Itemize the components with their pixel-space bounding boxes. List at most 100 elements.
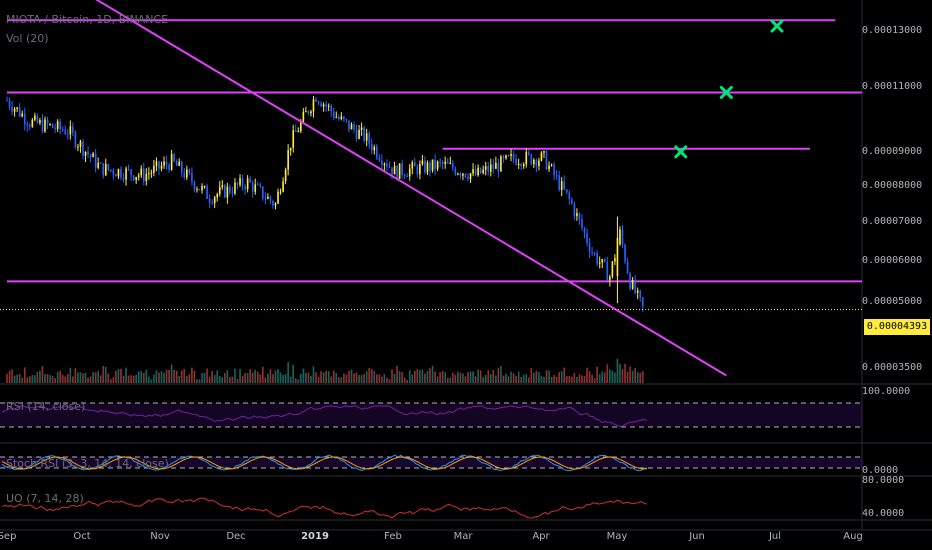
volume-bar [168, 370, 170, 383]
candle-body [104, 164, 107, 176]
candle-body [51, 124, 54, 128]
volume-bar [272, 374, 274, 383]
volume-bar [398, 371, 401, 383]
volume-bar [224, 373, 226, 383]
candle-body [160, 165, 163, 169]
candle-body [558, 175, 561, 190]
volume-bar [583, 376, 586, 383]
candle-body [416, 166, 419, 175]
candle-body [530, 154, 533, 165]
candle-body [297, 131, 300, 133]
candle-body [130, 169, 132, 176]
candle-body [264, 198, 267, 200]
candle-body [56, 121, 59, 129]
candle-body [224, 185, 226, 198]
candle-body [127, 168, 130, 170]
volume-bar [305, 372, 307, 383]
candle-body [419, 164, 421, 175]
volume-bar [130, 375, 132, 383]
time-tick: Jun [689, 531, 705, 542]
candle-body [251, 182, 254, 192]
candle-body [550, 164, 553, 166]
volume-bar [256, 371, 259, 383]
volume-bar [444, 372, 447, 383]
candle-body [191, 173, 193, 182]
stoch-band [0, 457, 862, 468]
volume-bar [117, 368, 120, 383]
candle-body [132, 175, 135, 181]
candle-body [487, 166, 490, 172]
time-tick-year: 2019 [301, 531, 329, 542]
candle-body [246, 178, 249, 190]
candle-body [322, 104, 325, 107]
volume-bar [115, 370, 117, 383]
volume-bar [492, 369, 495, 383]
volume-bar [262, 366, 264, 383]
volume-bar [59, 370, 62, 383]
candle-body [563, 181, 566, 190]
volume-bar [624, 363, 626, 383]
candle-body [110, 169, 112, 171]
volume-label: Vol (20) [6, 32, 49, 45]
candle-body [459, 173, 462, 176]
volume-bar [54, 378, 56, 383]
candle-body [125, 168, 127, 180]
volume-bar [545, 370, 548, 383]
volume-bar [79, 372, 82, 383]
candle-body [79, 141, 82, 147]
volume-bar [173, 369, 175, 383]
candle-body [383, 163, 386, 165]
candle-body [489, 164, 492, 172]
candle-body [543, 151, 545, 153]
volume-bar [578, 374, 581, 383]
volume-bar [489, 374, 492, 383]
candle-body [16, 107, 18, 109]
candle-body [122, 177, 125, 180]
volume-bar [550, 377, 553, 383]
volume-bar [482, 377, 485, 383]
volume-bar [626, 371, 629, 383]
volume-bar [479, 370, 482, 383]
volume-bar [525, 374, 528, 383]
volume-bar [378, 374, 381, 383]
candle-body [527, 152, 530, 155]
candle-body [158, 161, 160, 169]
candle-body [279, 191, 282, 193]
volume-bar [609, 369, 611, 383]
candle-body [560, 181, 563, 190]
volume-bar [213, 375, 216, 383]
candle-body [391, 167, 393, 175]
candle-body [72, 126, 74, 133]
volume-bar [457, 371, 459, 383]
candle-body [363, 127, 365, 141]
candle-body [305, 111, 307, 113]
candle-body [256, 184, 259, 186]
volume-bar [186, 376, 188, 383]
candle-body [406, 176, 409, 178]
candle-body [576, 213, 578, 217]
candle-body [398, 163, 401, 179]
volume-bar [621, 368, 624, 383]
volume-bar [348, 370, 350, 383]
volume-bar [495, 375, 497, 383]
candle-body [370, 143, 373, 151]
volume-bar [512, 373, 515, 383]
candle-body [626, 261, 629, 274]
candle-body [353, 124, 355, 130]
volume-bar [629, 366, 631, 383]
volume-bar [120, 368, 122, 383]
candle-body [639, 290, 642, 298]
candle-body [74, 132, 77, 147]
candle-body [294, 130, 297, 132]
volume-bar [66, 374, 69, 383]
candle-body [221, 185, 224, 188]
volume-bar [160, 371, 163, 383]
candle-body [41, 119, 44, 132]
candle-body [350, 124, 353, 130]
candle-body [472, 169, 474, 174]
candle-body [282, 181, 284, 192]
volume-bar [249, 369, 251, 383]
volume-bar [560, 371, 563, 383]
